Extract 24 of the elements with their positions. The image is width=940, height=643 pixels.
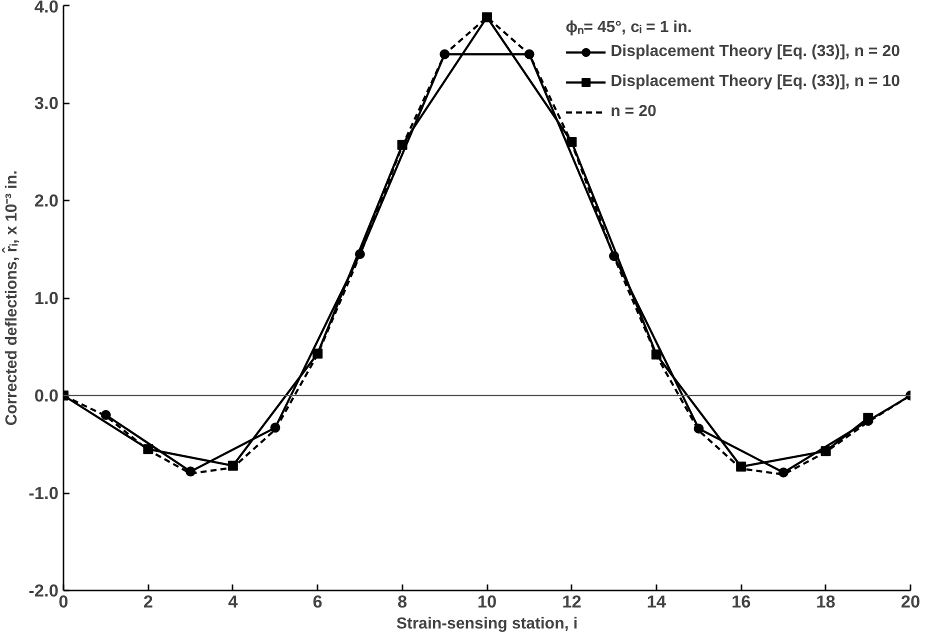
x-tick-label: 0 (58, 592, 68, 612)
x-tick-label: 12 (562, 592, 582, 612)
x-tick-label: 18 (816, 592, 836, 612)
y-tick-label: 2.0 (34, 190, 59, 210)
y-tick-label: -2.0 (28, 580, 58, 600)
x-axis-title: Strain-sensing station, i (396, 616, 578, 632)
y-tick-label: -1.0 (28, 483, 58, 503)
y-tick-label: 4.0 (34, 0, 59, 16)
y-tick-label: 1.0 (34, 288, 59, 308)
y-axis-title: Corrected deflections, r̂ᵢ, x 10⁻³ in. (2, 170, 21, 426)
x-tick-label: 16 (731, 592, 752, 612)
x-tick-label: 6 (312, 592, 323, 612)
x-tick-label: 8 (397, 592, 408, 612)
x-tick-label: 14 (646, 592, 666, 612)
legend-title: ϕₙ= 45°, cᵢ = 1 in. (566, 18, 693, 37)
legend-label: Displacement Theory [Eq. (33)], n = 10 (610, 73, 900, 91)
x-tick-label: 10 (477, 592, 497, 612)
legend-label: Displacement Theory [Eq. (33)], n = 20 (610, 43, 900, 61)
y-tick-label: 0.0 (34, 386, 59, 406)
x-tick-label: 4 (228, 592, 238, 612)
x-tick-label: 2 (143, 592, 154, 612)
legend-label: n = 20 (610, 103, 656, 121)
x-tick-label: 20 (900, 592, 920, 612)
y-tick-label: 3.0 (34, 93, 59, 113)
